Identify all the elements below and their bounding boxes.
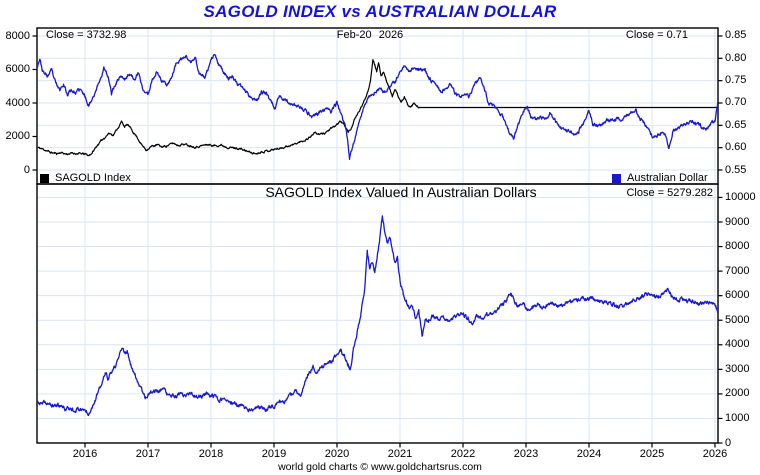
- bottom-right-axis-tick-label: 10000: [725, 190, 756, 203]
- series-sagold_index: [37, 59, 420, 157]
- bottom-right-axis-tick-label: 5000: [725, 313, 750, 326]
- bottom-right-axis-tick-label: 6000: [725, 289, 750, 302]
- bottom-right-axis-tick-label: 1000: [725, 411, 750, 424]
- top-right-axis-tick-label: 0.70: [725, 96, 747, 109]
- legend-aud-label: Australian Dollar: [627, 172, 708, 184]
- x-axis-year-label: 2023: [513, 448, 539, 460]
- top-right-axis-tick-label: 0.55: [725, 163, 747, 176]
- top-close-left-label: Close = 3732.98: [46, 29, 127, 41]
- x-axis-year-label: 2020: [324, 448, 350, 460]
- series-australian_dollar: [37, 53, 718, 161]
- series-sagold_in_aud: [37, 215, 718, 417]
- footer-credit: world gold charts © www.goldchartsrus.co…: [278, 461, 482, 473]
- top-left-axis-tick-label: 4000: [5, 96, 30, 109]
- top-close-right-label: Close = 0.71: [625, 29, 688, 41]
- top-left-axis-tick-label: 6000: [5, 63, 30, 75]
- bottom-right-axis-tick-label: 7000: [725, 264, 750, 277]
- bottom-right-axis-tick-label: 4000: [725, 338, 750, 351]
- aud-legend-swatch: [612, 173, 621, 183]
- x-axis-year-label: 2026: [702, 448, 728, 460]
- top-left-axis-tick-label: 2000: [5, 130, 30, 142]
- bottom-right-axis-tick-label: 9000: [725, 215, 750, 228]
- top-left-axis-tick-label: 8000: [5, 29, 30, 42]
- bottom-close-label: Close = 5279.282: [626, 187, 713, 199]
- top-right-axis-tick-label: 0.80: [725, 51, 747, 64]
- x-axis-year-label: 2017: [135, 448, 161, 460]
- page-title: SAGOLD INDEX vs AUSTRALIAN DOLLAR: [203, 2, 557, 21]
- top-date-label: Feb-20 2026: [336, 29, 404, 41]
- top-panel-border: [36, 27, 719, 185]
- legend-sagold-label: SAGOLD Index: [55, 172, 131, 184]
- bottom-right-axis-tick-label: 8000: [725, 240, 750, 253]
- x-axis-year-label: 2024: [576, 448, 602, 460]
- x-axis-year-label: 2016: [72, 448, 98, 460]
- sagold-legend-swatch: [40, 173, 49, 183]
- top-right-axis-tick-label: 0.60: [725, 141, 747, 154]
- top-right-axis-tick-label: 0.75: [725, 74, 747, 87]
- legend-sagold-index: SAGOLD Index: [40, 172, 131, 184]
- top-right-axis-tick-label: 0.85: [725, 29, 747, 42]
- bottom-panel-border: [36, 183, 719, 444]
- x-axis-year-label: 2018: [198, 448, 224, 460]
- legend-australian-dollar: Australian Dollar: [612, 172, 708, 184]
- x-axis-year-label: 2019: [261, 448, 287, 460]
- x-axis-year-label: 2021: [387, 448, 413, 460]
- bottom-right-axis-tick-label: 3000: [725, 362, 750, 375]
- top-left-axis-tick-label: 0: [23, 163, 30, 176]
- bottom-panel-title: SAGOLD Index Valued In Australian Dollar…: [265, 184, 537, 200]
- bottom-right-axis-tick-label: 0: [725, 436, 732, 449]
- x-axis-year-label: 2025: [639, 448, 665, 460]
- bottom-right-axis-tick-label: 2000: [725, 387, 750, 400]
- x-axis-year-label: 2022: [450, 448, 476, 460]
- top-right-axis-tick-label: 0.65: [725, 118, 747, 131]
